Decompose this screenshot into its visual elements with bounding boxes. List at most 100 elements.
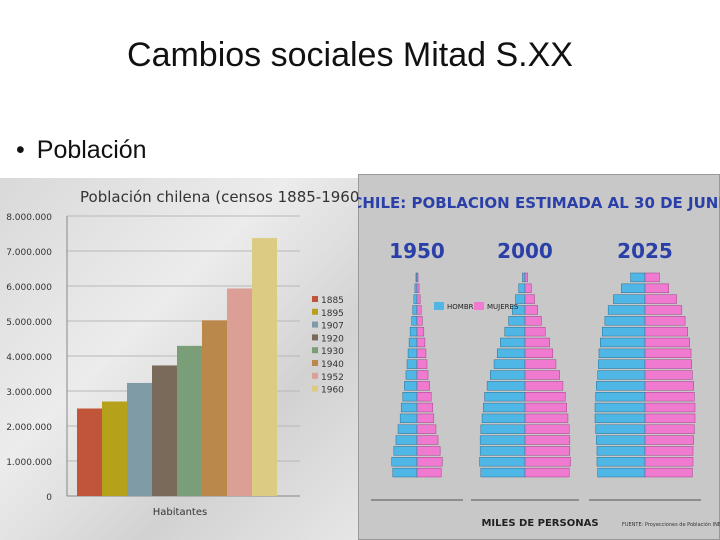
pyramid-female-bar [644, 402, 696, 413]
legend-swatch [312, 385, 318, 392]
y-tick-label: 3.000.000 [6, 388, 52, 398]
pyramid-male-bar [493, 359, 526, 369]
pyramid-female-bar [416, 283, 420, 293]
pyramid-male-bar [413, 294, 418, 304]
legend-label: 1907 [321, 322, 344, 332]
pyramid-male-bar [598, 359, 646, 369]
pyramid-female-bar [524, 272, 528, 283]
pyramid-female-bar [644, 457, 694, 467]
pyramid-male-bar [630, 272, 646, 283]
pyramid-female-bar [524, 413, 569, 424]
pyramid-female-bar [416, 446, 441, 456]
pyramid-year-2025: 2025 [617, 239, 673, 263]
census-bar-chart: Población chilena (censos 1885-1960) 0 1.0… [6, 188, 358, 518]
pyramid-male-bar [392, 467, 418, 478]
x-axis-label: Habitantes [153, 507, 207, 518]
pyramid-male-bar [595, 424, 646, 434]
pyramid-male-bar [393, 446, 418, 456]
pyramid-female-bar [524, 402, 567, 413]
pyramid-male-bar [597, 370, 646, 380]
bar-1907 [127, 382, 152, 496]
pyramid-female-bar [524, 305, 538, 315]
pyramid-female-bar [524, 467, 570, 478]
pyramid-male-bar [409, 326, 418, 337]
pyramid-female-bar [644, 272, 660, 283]
pyramid-male-bar [486, 381, 526, 391]
pyramid-female-bar [524, 326, 546, 337]
pyramid-male-bar [600, 337, 646, 348]
pyramid-male-bar [596, 435, 646, 445]
pyramid-chart-panel: CHILE: POBLACION ESTIMADA AL 30 DE JUNIO… [358, 174, 720, 540]
legend-label: 1930 [321, 347, 344, 357]
legend-swatch [312, 321, 318, 328]
pyramid-male-bar [399, 413, 418, 424]
pyramid-female-bar [524, 435, 571, 445]
pyramid-year-2000: 2000 [497, 239, 553, 263]
legend-male-label: HOMBRES [447, 303, 483, 311]
legend-female-swatch [474, 302, 484, 310]
pyramid-female-bar [644, 370, 693, 380]
legend-label: 1885 [321, 296, 344, 306]
pyramid-female-bar [644, 348, 692, 358]
pyramid-female-bar [524, 359, 557, 369]
pyramid-female-bar [524, 457, 571, 467]
bar-1940 [202, 320, 227, 496]
y-tick-label: 8.000.000 [6, 213, 52, 223]
pyramid-female-bar [416, 359, 428, 369]
pyramid-male-bar [411, 316, 418, 326]
pyramid-male-bar [402, 392, 418, 402]
bar-1930 [177, 345, 202, 496]
pyramid-female-bar [644, 424, 695, 434]
census-chart-panel: Población chilena (censos 1885-1960) 0 1.0… [0, 178, 358, 540]
pyramid-female-bar [644, 305, 683, 315]
pyramid-male-bar [595, 392, 646, 402]
pyramid-male-bar [594, 413, 646, 424]
pyramid-female-bar [524, 424, 570, 434]
pyramid-female-bar [524, 316, 542, 326]
bar-1920 [152, 365, 177, 496]
pyramid-male-bar [484, 392, 526, 402]
pyramid-male-bar [408, 337, 418, 348]
pyramid-female-bar [644, 337, 690, 348]
legend-swatch [312, 360, 318, 366]
pyramid-female-bar [524, 294, 535, 304]
pyramid-year-1950: 1950 [389, 239, 445, 263]
pyramid-female-bar [644, 294, 677, 304]
pyramid-female-bar [416, 294, 421, 304]
pyramid-male-bar [400, 402, 418, 413]
pyramid-female-bar [644, 326, 689, 337]
legend-female-label: MUJERES [487, 303, 519, 311]
bullet-item: • Población [16, 136, 147, 165]
pyramid-male-bar [522, 272, 526, 283]
pyramid-male-bar [480, 467, 526, 478]
pyramid-male-bar [594, 402, 646, 413]
pyramid-male-bar [621, 283, 646, 293]
legend-swatch [312, 347, 318, 354]
legend-swatch [312, 372, 318, 379]
pyramid-female-bar [416, 272, 419, 283]
pyramid-female-bar [416, 326, 425, 337]
pyramid-male-bar [598, 348, 646, 358]
pyramid-female-bar [416, 424, 437, 434]
pyramid-male-bar [490, 370, 526, 380]
pyramid-female-bar [644, 435, 694, 445]
bullet-text: Población [36, 136, 147, 164]
pyramid-female-bar [416, 370, 429, 380]
legend-label: 1960 [321, 386, 344, 396]
pyramid-female-bar [416, 348, 427, 358]
population-pyramid-chart: CHILE: POBLACION ESTIMADA AL 30 DE JUNIO… [358, 174, 720, 540]
legend-swatch [312, 296, 318, 302]
pyramid-female-bar [416, 413, 435, 424]
bar-1885 [77, 408, 102, 496]
pyramid-male-bar [480, 424, 526, 434]
pyramid-female-bar [524, 283, 532, 293]
pyramid-female-bar [644, 283, 669, 293]
pyramid-male-bar [504, 326, 526, 337]
bar-1895 [102, 401, 127, 496]
chart-title: Población chilena (censos 1885-1960) [80, 188, 358, 206]
pyramid-male-bar [596, 446, 646, 456]
pyramid-female-bar [416, 305, 422, 315]
y-tick-label: 6.000.000 [6, 283, 52, 293]
pyramid-female-bar [524, 337, 550, 348]
y-tick-label: 4.000.000 [6, 353, 52, 363]
